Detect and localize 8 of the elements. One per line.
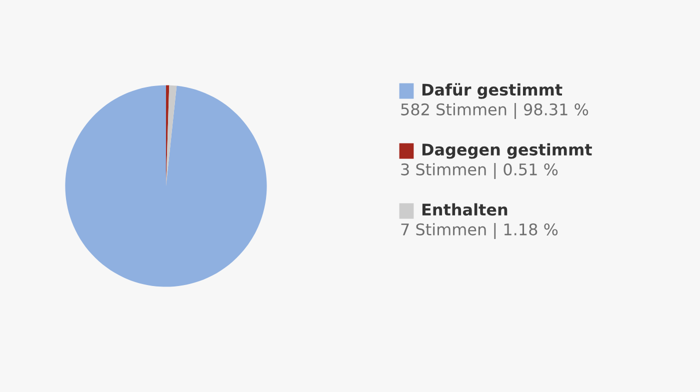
legend-label: Dagegen gestimmt (422, 143, 592, 159)
data-label: 582 Stimmen | 98.31 % (401, 103, 588, 119)
data-label: 7 Stimmen | 1.18 % (401, 223, 558, 239)
legend-label: Enthalten (422, 203, 508, 216)
pie-slice (65, 85, 267, 287)
legend-label: Dafür gestimmt (422, 83, 562, 99)
data-label: 3 Stimmen | 0.51 % (401, 163, 558, 179)
pie-slice (166, 85, 177, 186)
